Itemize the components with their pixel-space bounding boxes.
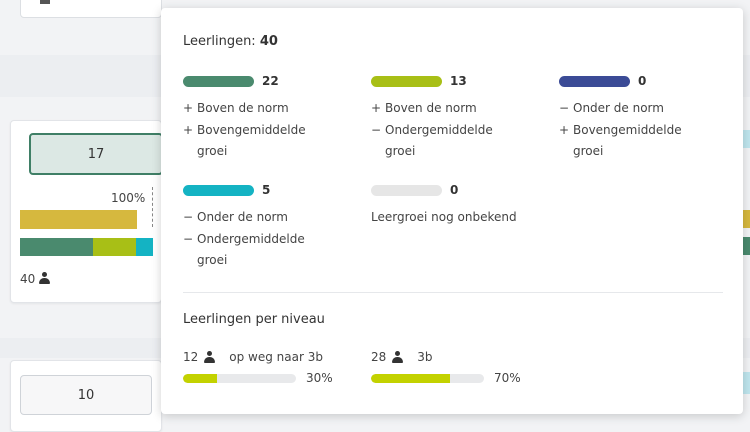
- level-label: 3b: [417, 350, 433, 364]
- category-count: 22: [262, 74, 279, 88]
- percent-marker: [152, 187, 154, 227]
- level-count: 12: [183, 350, 199, 364]
- minus-icon: [40, 0, 50, 4]
- count-value: 10: [77, 387, 95, 403]
- popover-title-count: 40: [259, 34, 278, 49]
- plus-icon: +: [559, 122, 570, 137]
- edge-cell: [743, 372, 750, 394]
- category-count: 0: [450, 183, 459, 197]
- category-item: 22 + Boven de norm + Bovengemiddelde groei: [183, 74, 363, 163]
- category-line: Onder de norm: [197, 210, 288, 224]
- color-swatch: [371, 184, 442, 196]
- divider: [183, 292, 723, 293]
- plus-icon: +: [371, 101, 382, 115]
- color-swatch: [371, 75, 442, 87]
- category-item: 13 + Boven de norm − Ondergemiddelde groei: [371, 74, 551, 163]
- category-line: Ondergemiddelde groei: [385, 122, 493, 159]
- color-swatch: [559, 75, 630, 87]
- level-count: 28: [371, 350, 387, 364]
- level-percent: 30%: [306, 371, 333, 385]
- person-icon: [39, 272, 51, 284]
- count-box[interactable]: 10: [20, 375, 152, 415]
- category-line: Boven de norm: [197, 101, 289, 115]
- category-line: Ondergemiddelde groei: [197, 231, 305, 268]
- level-progress-bar: [371, 373, 484, 383]
- count-box[interactable]: 17: [29, 133, 163, 175]
- minus-icon: −: [559, 101, 570, 115]
- category-item: 0 − Onder de norm + Bovengemiddelde groei: [559, 74, 739, 163]
- stack-segment-lime: [93, 238, 137, 256]
- category-line: Bovengemiddelde groei: [197, 122, 306, 159]
- plus-icon: +: [183, 101, 194, 115]
- category-line: Leergroei nog onbekend: [371, 210, 517, 224]
- level-bar: [20, 210, 137, 229]
- minus-icon: −: [371, 122, 382, 137]
- group-card[interactable]: 17 100% 40: [10, 120, 163, 303]
- person-icon: [392, 351, 404, 363]
- popover-title-label: Leerlingen:: [183, 34, 256, 49]
- students-count: 40: [20, 272, 51, 286]
- plus-icon: +: [183, 122, 194, 137]
- category-count: 13: [450, 74, 467, 88]
- growth-stack-bar: [20, 238, 153, 256]
- category-item: 5 − Onder de norm − Ondergemiddelde groei: [183, 183, 363, 272]
- popover-title: Leerlingen: 40: [183, 34, 278, 49]
- color-swatch: [183, 184, 254, 196]
- count-value: 17: [87, 146, 105, 162]
- group-card[interactable]: 10: [10, 360, 162, 432]
- category-line: Onder de norm: [573, 101, 664, 115]
- minus-icon: −: [183, 231, 194, 246]
- stack-segment-cyan: [136, 238, 153, 256]
- level-item: 28 3b 70%: [371, 350, 521, 385]
- category-item: 0 Leergroei nog onbekend: [371, 183, 551, 229]
- person-icon: [204, 351, 216, 363]
- edge-cell: [743, 130, 750, 148]
- level-label: op weg naar 3b: [229, 350, 323, 364]
- level-progress-bar: [183, 373, 296, 383]
- per-niveau-title: Leerlingen per niveau: [183, 312, 325, 327]
- level-percent: 70%: [494, 371, 521, 385]
- color-swatch: [183, 75, 254, 87]
- percent-label: 100%: [111, 191, 146, 205]
- edge-cell: [743, 237, 750, 255]
- level-progress-fill: [183, 373, 217, 383]
- category-count: 5: [262, 183, 271, 197]
- category-count: 0: [638, 74, 647, 88]
- students-count-value: 40: [20, 272, 36, 286]
- level-progress-fill: [371, 373, 451, 383]
- level-item: 12 op weg naar 3b 30%: [183, 350, 333, 385]
- minus-icon: −: [183, 210, 194, 224]
- category-line: Boven de norm: [385, 101, 477, 115]
- category-line: Bovengemiddelde groei: [573, 122, 682, 159]
- edge-cell: [743, 210, 750, 228]
- stack-segment-dark-green: [20, 238, 94, 256]
- students-popover: Leerlingen: 40 22 + Boven de norm + Boveng…: [161, 8, 743, 414]
